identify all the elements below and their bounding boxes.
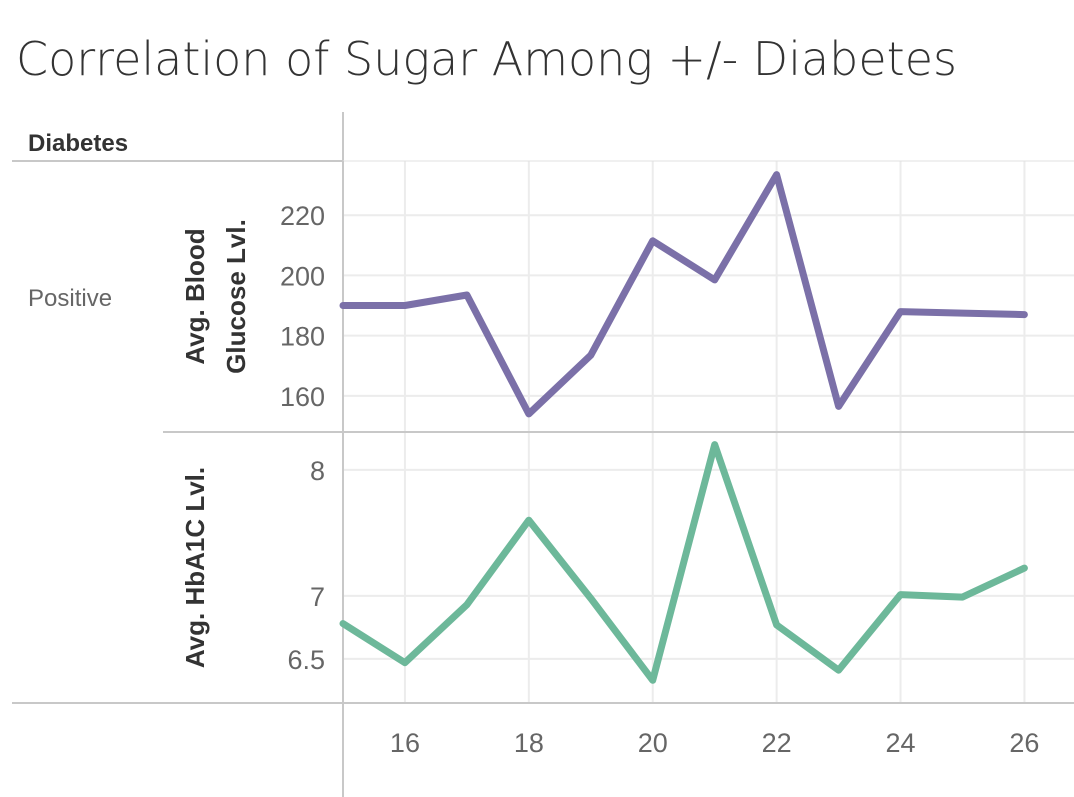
series-layer [339,171,1028,684]
y-tick-label: 6.5 [287,645,325,675]
x-tick-label: 22 [762,728,792,758]
y-tick-label: 8 [310,456,325,486]
label-layer: 16 18 20 22 24 26 160 180 200 220 Avg. Blood Glucos… [180,201,1039,758]
y-tick-label: 7 [310,582,325,612]
series-line [339,441,1028,684]
x-tick-label: 26 [1009,728,1039,758]
row-header: Diabetes [28,130,128,157]
x-tick-label: 20 [638,728,668,758]
chart-title: Correlation of Sugar Among +/- Diabetes [16,32,957,86]
x-tick-label: 16 [390,728,420,758]
y-axis-label: Glucose Lvl. [221,219,251,374]
y-tick-label: 200 [280,261,325,291]
y-axis-label: Avg. Blood [180,228,210,364]
series-line [339,171,1028,418]
y-tick-label: 160 [280,382,325,412]
x-tick-label: 18 [514,728,544,758]
y-axis-label: Avg. HbA1C Lvl. [180,467,210,668]
y-tick-label: 180 [280,322,325,352]
y-tick-label: 220 [280,201,325,231]
x-tick-label: 24 [886,728,916,758]
row-label-positive: Positive [28,285,112,312]
axes-layer [12,112,1074,797]
